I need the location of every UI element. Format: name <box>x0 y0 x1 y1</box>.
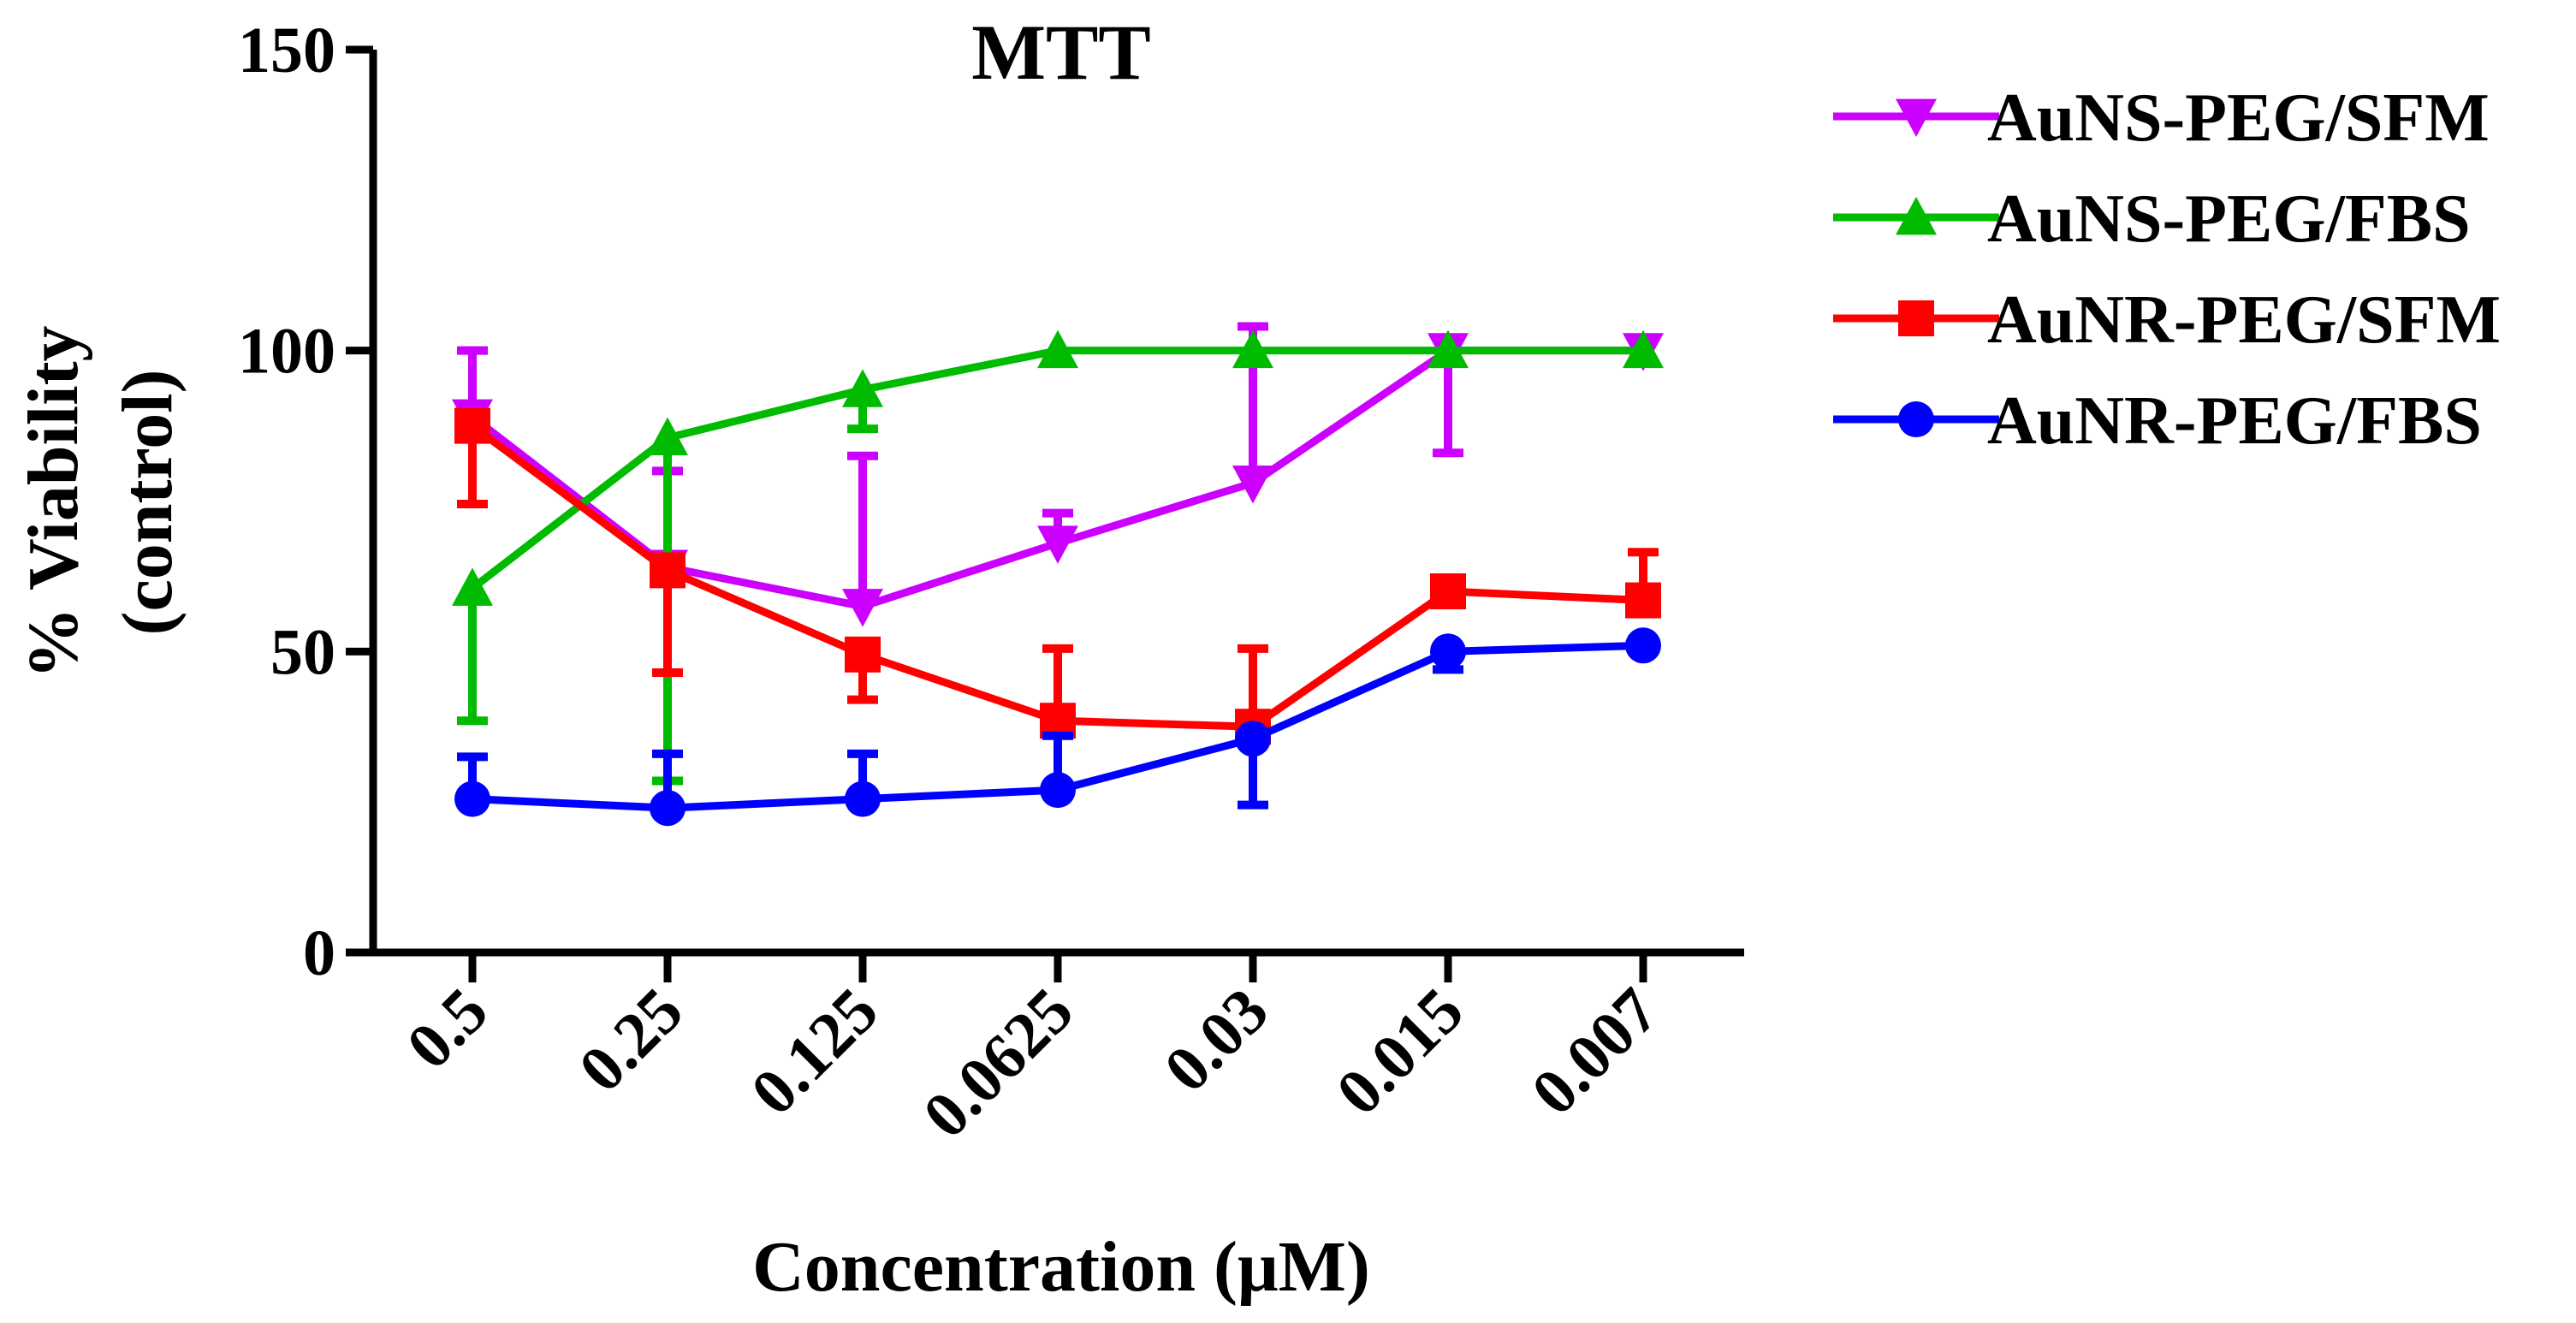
data-point <box>842 369 883 407</box>
data-point <box>1430 633 1466 670</box>
series-auns-peg-sfm <box>452 322 1664 627</box>
legend-marker <box>1898 300 1934 336</box>
data-point <box>1037 329 1078 369</box>
legend-item: AuNS-PEG/FBS <box>1833 181 2471 257</box>
legend-label: AuNR-PEG/FBS <box>1987 383 2482 459</box>
legend-marker <box>1898 401 1934 437</box>
y-tick-label: 50 <box>270 616 335 688</box>
legend-label: AuNS-PEG/FBS <box>1987 181 2471 257</box>
x-tick-label: 0.03 <box>1151 975 1282 1106</box>
legend-item: AuNR-PEG/FBS <box>1833 383 2482 459</box>
data-point <box>1232 329 1273 369</box>
y-tick-label: 100 <box>238 316 335 388</box>
x-ticks: 0.5 0.25 0.125 0.0625 0.03 0.015 0.007 <box>393 952 1672 1152</box>
legend: AuNS-PEG/SFM AuNS-PEG/FBS AuNR-PEG/SFM AuNR… <box>1833 80 2501 459</box>
x-tick-label: 0.015 <box>1323 975 1477 1129</box>
legend-item: AuNR-PEG/SFM <box>1833 282 2501 358</box>
data-point <box>454 407 490 444</box>
y-axis-label-line2: (control) <box>108 369 187 635</box>
data-point <box>1623 329 1664 369</box>
series-aunr-peg-sfm <box>454 407 1661 745</box>
legend-marker <box>1896 197 1937 235</box>
legend-label: AuNR-PEG/SFM <box>1987 282 2501 358</box>
data-point <box>845 780 881 817</box>
series-line <box>470 347 1643 611</box>
data-point <box>842 589 883 627</box>
data-point <box>845 636 881 673</box>
x-tick-label: 0.5 <box>393 975 502 1083</box>
series-auns-peg-fbs <box>452 329 1664 786</box>
series-layer <box>452 322 1664 827</box>
data-point <box>1037 525 1078 564</box>
data-point <box>1427 329 1469 369</box>
data-point <box>650 552 686 589</box>
chart-title: MTT <box>971 9 1151 96</box>
series-aunr-peg-fbs <box>454 627 1661 827</box>
data-point <box>1625 582 1661 619</box>
data-point <box>452 567 493 606</box>
x-tick-label: 0.125 <box>738 975 892 1129</box>
data-point <box>1232 466 1273 504</box>
data-point <box>454 780 490 817</box>
data-point <box>650 790 686 827</box>
y-tick-label: 0 <box>303 917 335 989</box>
data-point <box>1430 573 1466 609</box>
y-axis-label-line1: % Viability <box>14 325 93 679</box>
data-point <box>1040 772 1076 809</box>
x-axis-label: Concentration (μM) <box>752 1227 1370 1307</box>
data-point <box>1235 721 1271 757</box>
data-point <box>647 417 688 456</box>
legend-item: AuNS-PEG/SFM <box>1833 80 2490 156</box>
y-tick-label: 150 <box>238 15 335 86</box>
x-tick-label: 0.007 <box>1518 975 1672 1129</box>
x-tick-label: 0.0625 <box>910 975 1087 1152</box>
x-tick-label: 0.25 <box>566 975 697 1106</box>
data-point <box>1625 627 1661 664</box>
legend-marker <box>1896 98 1937 137</box>
y-ticks: 0 50 100 150 <box>238 15 373 989</box>
y-axis-label: % Viability (control) <box>14 325 187 679</box>
legend-label: AuNS-PEG/SFM <box>1987 80 2490 156</box>
